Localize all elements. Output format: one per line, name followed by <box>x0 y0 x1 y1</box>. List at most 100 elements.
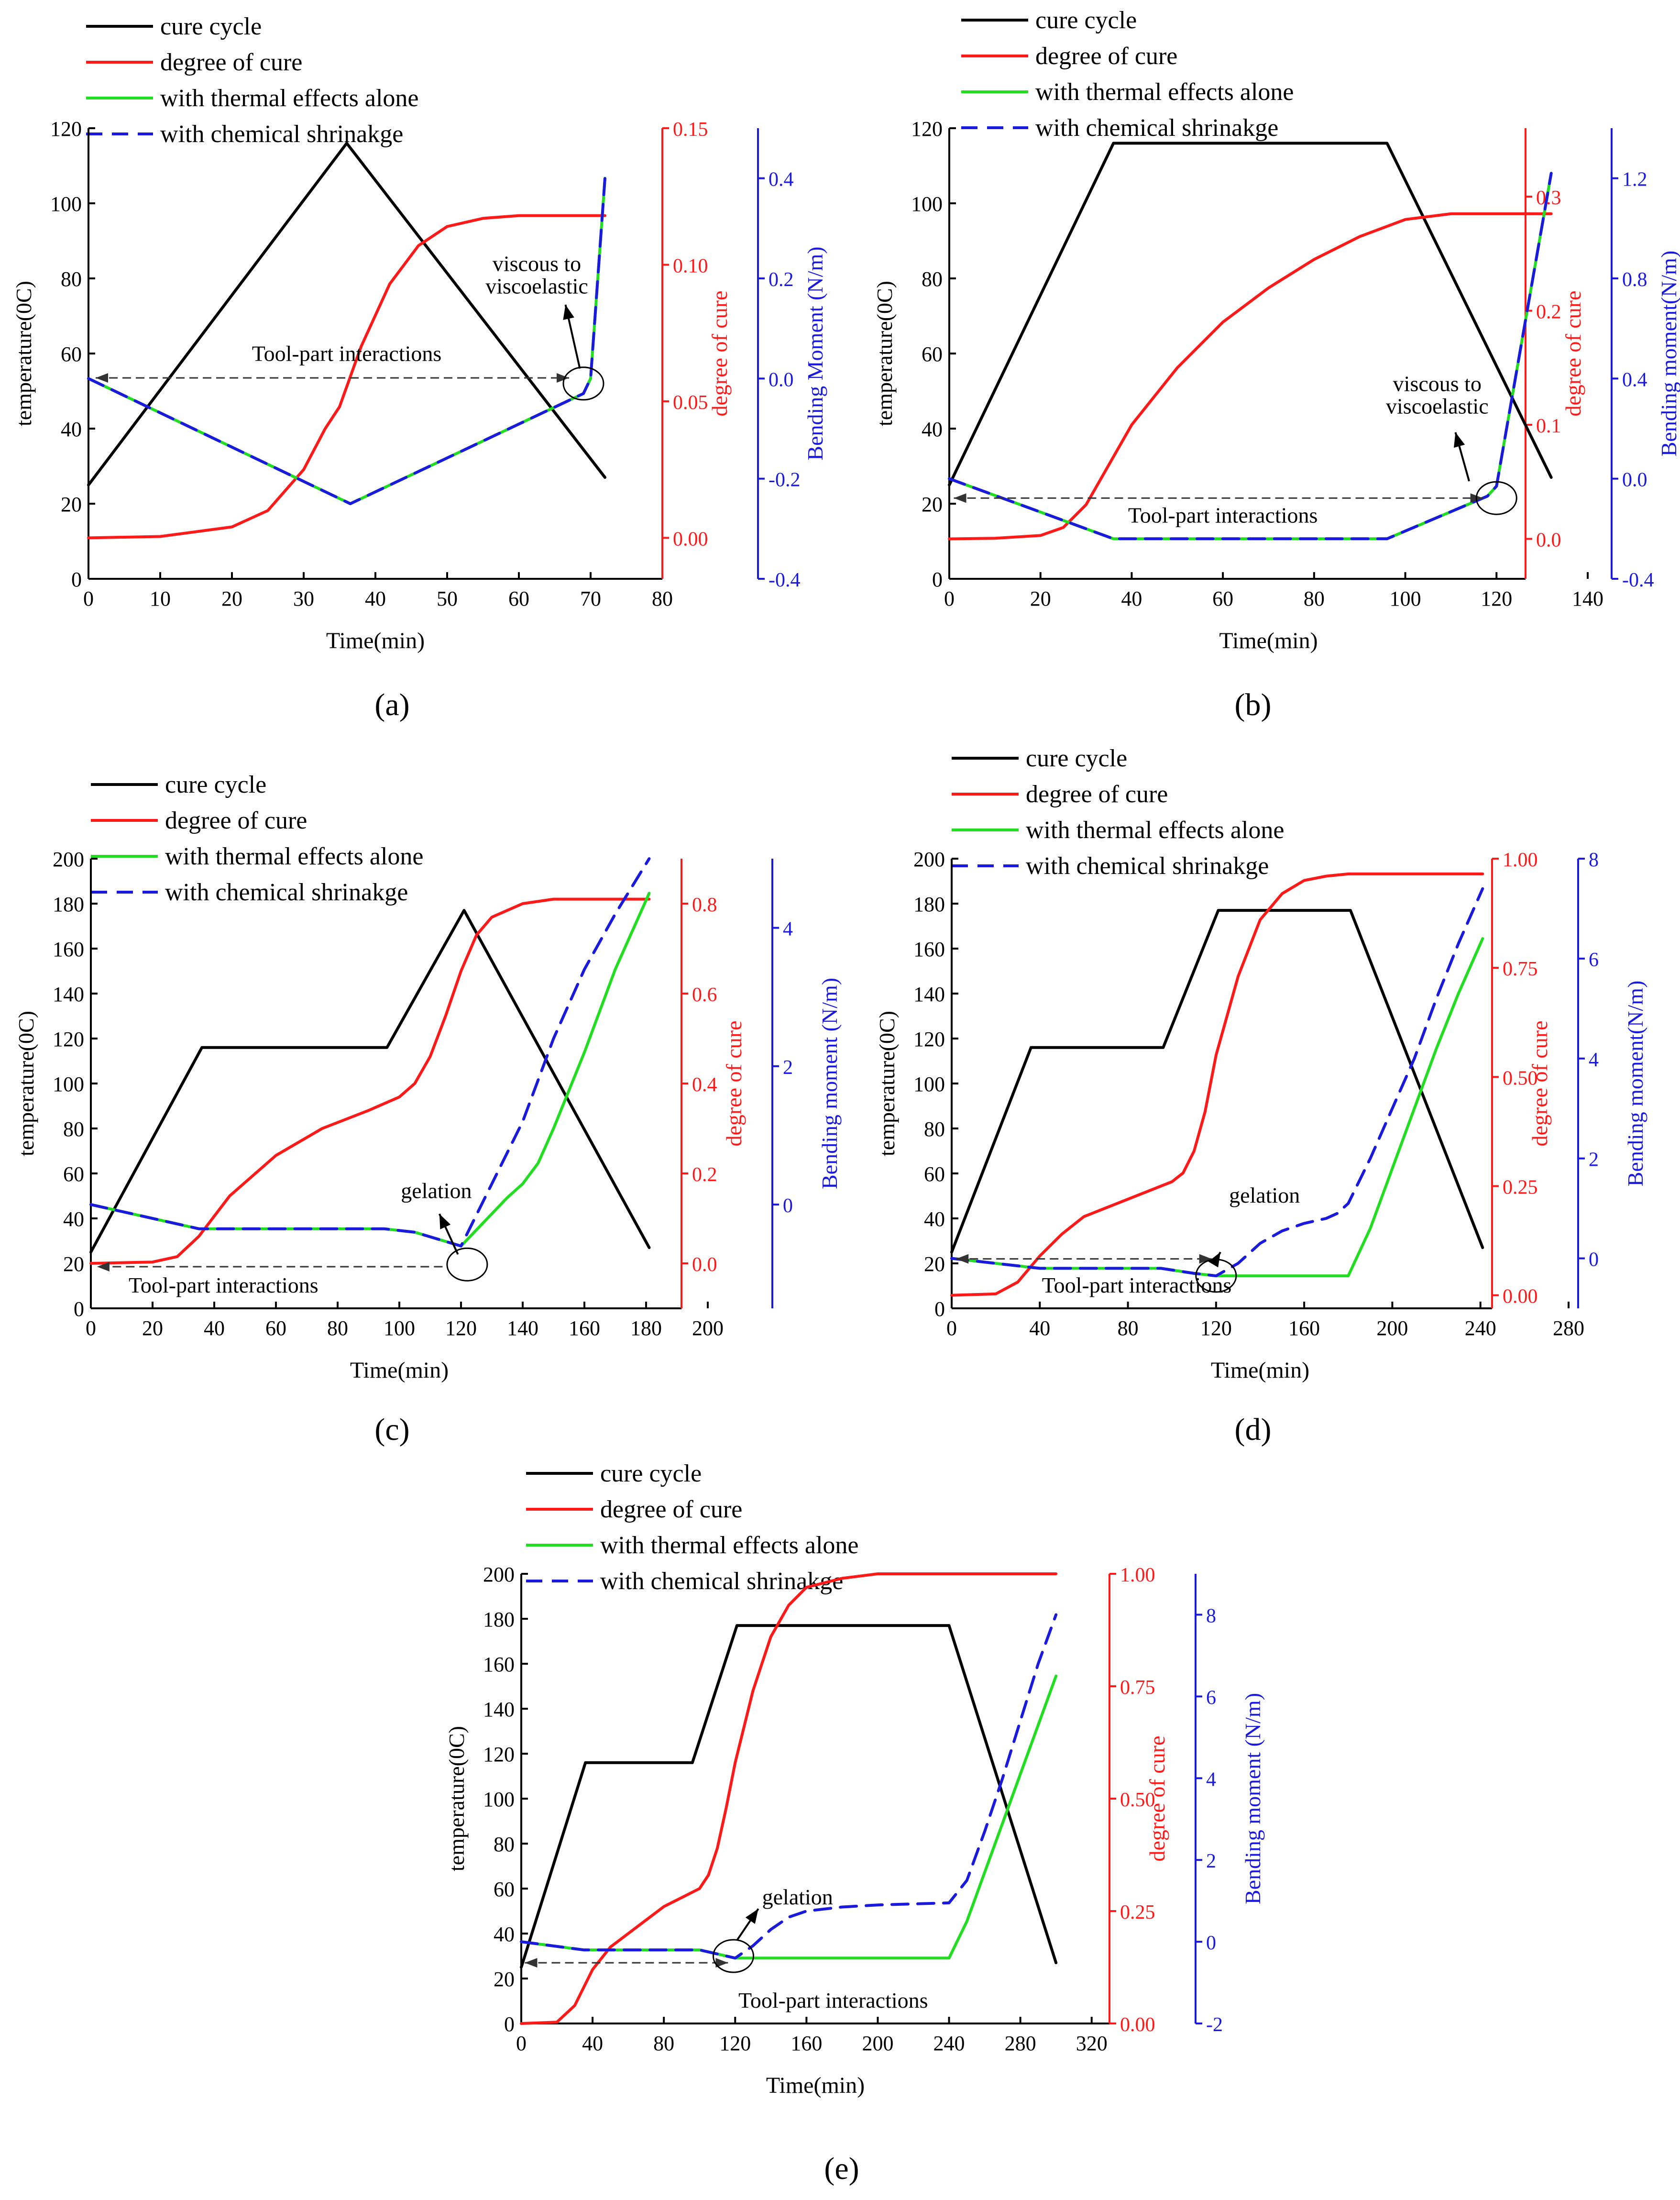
x-tick-label-d-5: 200 <box>1376 1316 1408 1340</box>
y-tick-label-a-1: 20 <box>61 493 82 516</box>
x-tick-label-c-0: 0 <box>86 1316 96 1340</box>
y3-tick-label-b-3: 0.8 <box>1622 269 1647 291</box>
y3-tick-label-b-4: 1.2 <box>1622 169 1647 191</box>
y-tick-label-c-5: 100 <box>53 1072 84 1096</box>
legend-a: cure cycle degree of cure with thermal e… <box>86 13 419 148</box>
y2-tick-label-c-4: 0.8 <box>692 894 717 916</box>
plot-area-d: 020406080100120140160180200temperature(0… <box>875 848 1647 1383</box>
y-axis-label-b: temperature(0C) <box>872 281 897 426</box>
y-tick-label-c-3: 60 <box>63 1162 84 1186</box>
y-tick-label-a-4: 80 <box>61 267 82 291</box>
y-tick-label-e-0: 0 <box>504 2012 515 2036</box>
y-tick-label-e-8: 160 <box>483 1653 515 1676</box>
y2-tick-label-d-3: 0.75 <box>1503 958 1538 980</box>
y-tick-label-d-4: 80 <box>924 1117 945 1141</box>
annotation-c-1: gelation <box>401 1179 472 1203</box>
y-tick-label-e-6: 120 <box>483 1743 515 1766</box>
annotation-pointer-head-d <box>1208 1252 1221 1268</box>
legend-a-label-4: with chemical shrinakge <box>160 121 403 148</box>
y-tick-label-c-8: 160 <box>53 938 84 961</box>
y2-tick-label-c-1: 0.2 <box>692 1164 717 1186</box>
panel-b: cure cycle degree of cure with thermal e… <box>872 7 1680 722</box>
panel-a: cure cycle degree of cure with thermal e… <box>11 13 827 722</box>
x-tick-label-e-4: 160 <box>791 2032 822 2055</box>
y-tick-label-c-10: 200 <box>53 848 84 871</box>
y3-tick-label-a-3: 0.2 <box>769 269 794 291</box>
x-tick-label-c-5: 100 <box>384 1316 415 1340</box>
legend-c-label-2: degree of cure <box>165 807 307 834</box>
legend-e-label-2: degree of cure <box>600 1496 742 1523</box>
x-tick-label-a-4: 40 <box>365 587 386 610</box>
series-cure-cycle-b <box>948 142 1553 486</box>
legend-b: cure cycle degree of cure with thermal e… <box>961 7 1294 142</box>
y3-tick-label-e-5: 8 <box>1206 1605 1216 1627</box>
y2-tick-label-b-2: 0.2 <box>1536 301 1561 323</box>
x-tick-label-e-2: 80 <box>653 2032 674 2055</box>
x-axis-label-e: Time(min) <box>766 2073 865 2098</box>
annotation-pointer-head-e <box>745 1909 758 1924</box>
legend-d-label-4: with chemical shrinakge <box>1026 852 1269 880</box>
interaction-arrowhead-e-left <box>525 1958 538 1968</box>
series-degree-of-cure-c <box>89 897 651 1265</box>
x-tick-label-a-2: 20 <box>221 587 242 610</box>
y3-tick-label-b-1: 0.0 <box>1622 469 1647 491</box>
y3-tick-label-d-1: 2 <box>1589 1149 1599 1171</box>
x-tick-label-b-4: 80 <box>1304 587 1325 610</box>
y3-axis-label-e: Bending moment (N/m) <box>1241 1693 1265 1904</box>
y-tick-label-b-3: 60 <box>922 343 943 366</box>
interaction-arrowhead-e-right <box>715 1958 728 1968</box>
transition-ellipse-e <box>713 1939 755 1973</box>
y-tick-label-c-6: 120 <box>53 1028 84 1051</box>
series-chemical-shrinkage-c <box>89 857 651 1248</box>
y3-tick-label-e-4: 6 <box>1206 1687 1216 1709</box>
x-tick-label-b-5: 100 <box>1390 587 1421 610</box>
y2-tick-label-d-1: 0.25 <box>1503 1176 1538 1198</box>
y2-tick-label-a-1: 0.05 <box>673 392 708 414</box>
x-tick-label-c-7: 140 <box>507 1316 538 1340</box>
series-chemical-shrinkage-a <box>87 177 606 505</box>
y2-tick-label-e-3: 0.75 <box>1120 1677 1155 1699</box>
x-tick-label-b-2: 40 <box>1121 587 1142 610</box>
x-tick-label-e-7: 280 <box>1005 2032 1036 2055</box>
interaction-arrowhead-d-right <box>1199 1254 1212 1264</box>
legend-c-label-4: with chemical shrinakge <box>165 879 408 906</box>
x-tick-label-a-6: 60 <box>508 587 529 610</box>
x-tick-label-d-7: 280 <box>1553 1316 1584 1340</box>
y-tick-label-e-7: 140 <box>483 1698 515 1721</box>
y-tick-label-b-2: 40 <box>922 418 943 441</box>
x-tick-label-b-0: 0 <box>944 587 955 610</box>
x-axis-label-b: Time(min) <box>1219 628 1318 653</box>
y-axis-label-a: temperature(0C) <box>11 281 36 426</box>
panel-e-label: (e) <box>824 2151 859 2186</box>
interaction-arrowhead-b-left <box>954 493 966 503</box>
x-tick-label-e-6: 240 <box>933 2032 965 2055</box>
y3-tick-label-d-4: 8 <box>1589 849 1599 871</box>
x-tick-label-c-10: 200 <box>692 1316 724 1340</box>
y-tick-label-d-2: 40 <box>924 1207 945 1231</box>
y2-tick-label-b-1: 0.1 <box>1536 415 1561 437</box>
series-cure-cycle-c <box>89 909 651 1254</box>
y-tick-label-e-1: 20 <box>494 1968 515 1991</box>
legend-b-label-2: degree of cure <box>1035 43 1177 70</box>
annotation-c-0: Tool-part interactions <box>129 1273 318 1297</box>
y2-tick-label-d-4: 1.00 <box>1503 849 1538 871</box>
y3-tick-label-e-1: 0 <box>1206 1932 1216 1954</box>
legend-c-label-1: cure cycle <box>165 771 266 798</box>
y2-tick-label-e-0: 0.00 <box>1120 2014 1155 2036</box>
series-cure-cycle-a <box>87 142 606 486</box>
panel-c: cure cycle degree of cure with thermal e… <box>14 771 842 1447</box>
y-tick-label-c-9: 180 <box>53 893 84 916</box>
x-tick-label-c-9: 180 <box>630 1316 662 1340</box>
series-chemical-shrinkage-d <box>950 887 1484 1278</box>
y-tick-label-b-1: 20 <box>922 493 943 516</box>
series-degree-of-cure-a <box>87 214 606 540</box>
annotation-b-1: viscous to <box>1393 372 1482 396</box>
y3-tick-label-e-0: -2 <box>1206 2014 1223 2036</box>
y3-axis-label-a: Bending Moment (N/m) <box>803 246 827 460</box>
annotation-d-0: Tool-part interactions <box>1042 1273 1232 1297</box>
y-tick-label-d-6: 120 <box>913 1028 945 1051</box>
x-tick-label-a-7: 70 <box>580 587 601 610</box>
legend-d-label-2: degree of cure <box>1026 781 1168 808</box>
x-axis-label-d: Time(min) <box>1211 1358 1309 1383</box>
legend-d-label-1: cure cycle <box>1026 745 1127 772</box>
